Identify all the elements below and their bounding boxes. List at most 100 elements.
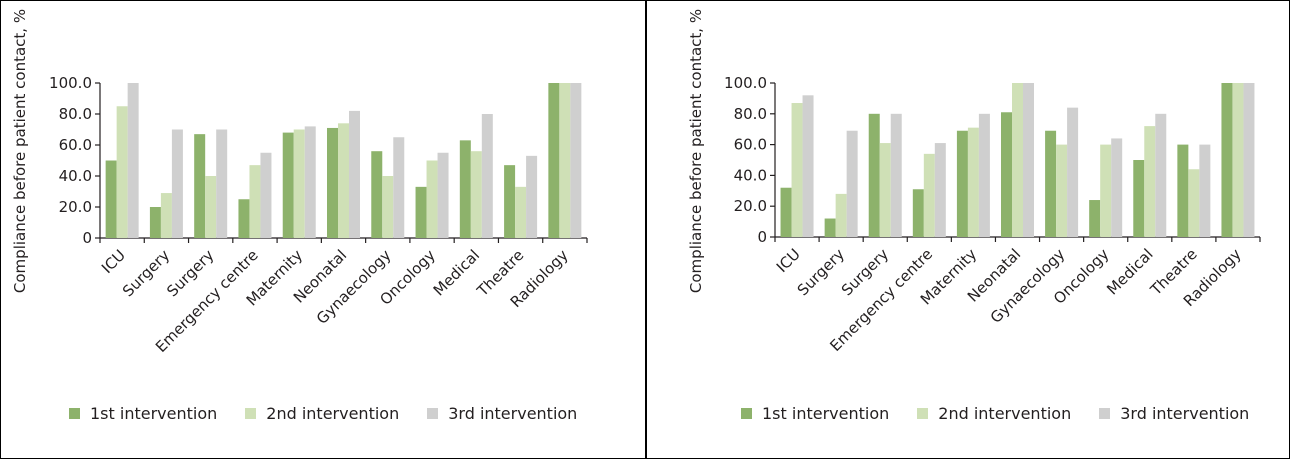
bar-1st-intervention [1089,200,1101,237]
x-category-label: Medical [1103,245,1156,298]
legend-label-3rd: 3rd intervention [1120,404,1250,423]
bar-3rd-intervention [934,143,946,237]
bar-3rd-intervention [978,113,990,237]
y-axis-label: Compliance before patient contact, % [687,9,705,293]
bar-1st-intervention [327,127,338,238]
bar-3rd-intervention [1199,144,1211,237]
bar-1st-intervention [1001,112,1012,237]
bar-1st-intervention [415,186,427,238]
bar-3rd-intervention [171,129,183,238]
bar-2nd-intervention [515,186,527,238]
bar-chart-right: Compliance before patient contact, % 0 20.… [687,9,1261,355]
y-tick-label: 80.0 [734,105,767,123]
bar-1st-intervention [780,187,792,237]
y-tick-label: 0 [82,229,92,247]
bar-1st-intervention [238,199,250,238]
legend-item-2nd: 2nd intervention [917,404,1071,423]
bar-2nd-intervention [1232,83,1244,237]
bar-3rd-intervention [349,110,360,238]
y-tick-label: 20.0 [734,197,767,215]
legend-item-2nd: 2nd intervention [245,404,399,423]
bar-1st-intervention [1133,160,1145,237]
bar-3rd-intervention [127,83,139,238]
legend-swatch-2nd [245,408,257,419]
y-tick-label: 0 [757,228,767,246]
y-tick-label: 60.0 [59,136,92,154]
bar-1st-intervention [282,132,294,238]
bar-3rd-intervention [393,137,405,238]
bar-2nd-intervention [559,83,571,238]
bar-2nd-intervention [426,160,438,238]
bar-2nd-intervention [249,165,261,238]
bar-2nd-intervention [835,193,847,237]
legend-left: 1st intervention 2nd intervention 3rd in… [69,404,605,423]
bar-2nd-intervention [1144,126,1156,237]
bar-3rd-intervention [481,114,493,238]
y-tick-label: 100.0 [49,74,92,92]
legend-item-1st: 1st intervention [69,404,217,423]
x-category-label: Medical [430,246,483,299]
x-category-label: ICU [773,245,804,276]
bar-3rd-intervention [1111,138,1123,237]
bar-1st-intervention [504,165,516,238]
legend-swatch-1st [741,408,752,419]
legend-swatch-3rd [427,408,439,419]
bar-2nd-intervention [293,129,305,238]
x-category-label: Surgery [119,246,173,300]
x-category-label: ICU [98,246,129,277]
legend-swatch-2nd [917,408,929,419]
bar-3rd-intervention [526,155,538,238]
bar-1st-intervention [105,160,117,238]
bar-3rd-intervention [437,152,449,238]
bar-2nd-intervention [1056,144,1068,237]
bar-2nd-intervention [879,143,891,237]
bar-3rd-intervention [1067,107,1079,237]
bar-2nd-intervention [791,103,803,238]
legend-label-2nd: 2nd intervention [938,404,1072,423]
y-tick-label: 100.0 [724,74,767,92]
bar-3rd-intervention [304,126,316,238]
y-tick-label: 20.0 [59,198,92,216]
bar-2nd-intervention [1188,169,1200,237]
bar-1st-intervention [371,151,383,238]
bar-1st-intervention [459,140,471,238]
legend-item-1st: 1st intervention [741,404,889,423]
bar-2nd-intervention [967,127,979,237]
bar-1st-intervention [194,134,206,238]
bar-1st-intervention [548,83,560,238]
bar-3rd-intervention [570,83,582,238]
bar-1st-intervention [1177,144,1189,237]
bar-1st-intervention [868,113,880,237]
bar-2nd-intervention [382,176,394,238]
y-tick-label: 40.0 [59,167,92,185]
bar-1st-intervention [1045,130,1057,237]
legend-swatch-3rd [1099,408,1111,419]
y-tick-label: 40.0 [734,166,767,184]
bar-3rd-intervention [802,95,814,237]
bar-1st-intervention [149,207,161,238]
legend-item-3rd: 3rd intervention [1099,404,1249,423]
legend-item-3rd: 3rd intervention [427,404,577,423]
bar-3rd-intervention [846,130,858,237]
bar-3rd-intervention [1023,83,1034,237]
bar-2nd-intervention [1012,83,1023,237]
legend-label-3rd: 3rd intervention [448,404,578,423]
bar-3rd-intervention [1155,113,1167,237]
bar-3rd-intervention [260,152,272,238]
y-tick-label: 80.0 [59,105,92,123]
bar-2nd-intervention [1100,144,1112,237]
bar-1st-intervention [912,189,924,237]
bar-2nd-intervention [205,176,217,238]
chart-panel-right: Compliance before patient contact, % 0 20.… [646,0,1290,459]
chart-panel-left: Compliance before patient contact, % 0 20.… [0,0,646,459]
legend-right: 1st intervention 2nd intervention 3rd in… [741,404,1277,423]
x-category-label: Surgery [794,245,848,299]
bar-3rd-intervention [1243,83,1255,237]
bar-2nd-intervention [160,193,172,238]
bar-3rd-intervention [890,113,902,237]
y-tick-label: 60.0 [734,136,767,154]
legend-label-2nd: 2nd intervention [266,404,400,423]
bar-2nd-intervention [338,123,349,238]
bar-2nd-intervention [923,153,935,237]
legend-label-1st: 1st intervention [762,404,890,423]
